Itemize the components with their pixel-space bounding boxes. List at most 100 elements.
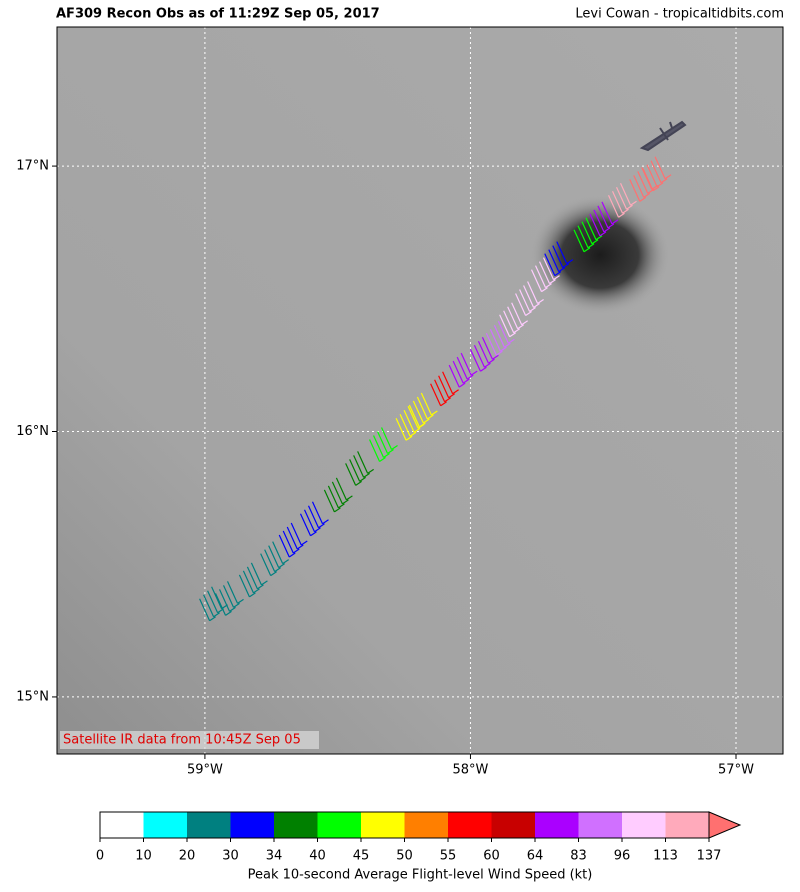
barb-stroke: [619, 183, 637, 206]
barb-stroke: [357, 451, 374, 474]
wind-barb: [214, 581, 244, 616]
wind-barb: [260, 541, 290, 577]
barb-stroke: [548, 249, 566, 273]
barb-stroke: [523, 285, 540, 308]
barb-stroke: [345, 463, 362, 486]
wind-barb: [499, 302, 528, 338]
frame: [56, 26, 784, 755]
wind-barb: [238, 562, 268, 598]
barb-stroke: [408, 404, 426, 428]
colorbar-tick-label: 83: [570, 849, 587, 864]
barb-stroke: [573, 229, 591, 253]
x-tick-label: 58°W: [453, 763, 489, 778]
barb-stroke: [282, 530, 300, 554]
note: Satellite IR data from 10:45Z Sep 05: [63, 733, 301, 748]
colorbar-bin: [274, 812, 318, 838]
barb-stroke: [481, 336, 499, 360]
barb-stroke: [642, 168, 660, 192]
barb-stroke: [534, 265, 552, 289]
wind-barb: [323, 477, 353, 513]
barb-stroke: [395, 417, 413, 441]
aircraft-icon: [639, 120, 687, 152]
colorbar-bin: [317, 812, 361, 838]
barb-stroke: [585, 217, 603, 241]
colorbar-tick-label: 55: [440, 849, 457, 864]
wind-barb: [607, 183, 637, 218]
colorbar-tick-label: 50: [396, 849, 413, 864]
barb-stroke: [307, 505, 325, 529]
barb-stroke: [299, 513, 317, 537]
barb-stroke: [349, 459, 366, 482]
barb-stroke: [278, 534, 296, 558]
barb-stroke: [434, 379, 451, 403]
wind-barb: [469, 336, 499, 372]
wind-barb: [408, 392, 438, 428]
colorbar-bin: [404, 812, 448, 838]
colorbar-bin: [448, 812, 492, 838]
colorbar-tick-label: 0: [96, 849, 104, 864]
barb-stroke: [650, 160, 668, 184]
barb-stroke: [633, 175, 651, 198]
barb-stroke: [438, 375, 455, 399]
colorbar-bin: [622, 812, 666, 838]
colorbar-bin: [361, 812, 405, 838]
colorbar-bin: [665, 812, 709, 838]
colorbar-bin: [230, 812, 274, 838]
colorbar-tick-label: 34: [266, 849, 283, 864]
barb-stroke: [335, 477, 353, 501]
barb-stroke: [353, 455, 370, 478]
note-box: [60, 731, 319, 749]
colorbar-tick-label: 10: [135, 849, 152, 864]
barb-stroke: [452, 360, 470, 384]
barb-stroke: [199, 598, 216, 622]
barb-stroke: [489, 329, 507, 352]
barb-stroke: [577, 225, 595, 249]
barb-stroke: [507, 306, 524, 330]
title: AF309 Recon Obs as of 11:29Z Sep 05, 201…: [56, 7, 380, 22]
barb-stroke: [530, 269, 548, 293]
wind-barb: [448, 352, 478, 388]
barb-stroke: [646, 164, 664, 188]
barb-stroke: [448, 364, 466, 388]
wind-barb: [299, 501, 329, 537]
barb-stroke: [403, 409, 421, 433]
barb-stroke: [473, 344, 491, 368]
colorbar-tick-label: 30: [222, 849, 239, 864]
barb-stroke: [290, 522, 308, 546]
colorbar-tick-label: 45: [353, 849, 370, 864]
barb-stroke: [493, 325, 511, 348]
colorbar-label: Peak 10-second Average Flight-level Wind…: [248, 868, 593, 883]
barb-stroke: [238, 574, 256, 598]
wind-barb: [530, 257, 560, 293]
wind-barb: [278, 522, 308, 558]
barb-stroke: [477, 340, 495, 364]
barb-stroke: [222, 585, 240, 608]
barb-stroke: [323, 489, 341, 513]
wind-barb: [573, 217, 603, 253]
barb-stroke: [593, 209, 611, 233]
barb-stroke: [303, 509, 321, 533]
barb-stroke: [442, 371, 459, 395]
barb-stroke: [368, 439, 386, 462]
barb-stroke: [272, 541, 290, 565]
colorbar-bin: [143, 812, 187, 838]
barb-stroke: [485, 333, 503, 356]
colorbar-bin: [578, 812, 622, 838]
colorbar-tick-label: 64: [527, 849, 544, 864]
barb-stroke: [203, 594, 220, 618]
barb-stroke: [456, 356, 474, 380]
barb-stroke: [552, 245, 570, 269]
colorbar-tick-label: 96: [614, 849, 631, 864]
barb-stroke: [376, 431, 394, 454]
barb-stroke: [597, 205, 615, 229]
wind-barb: [515, 281, 544, 316]
barb-stroke: [260, 553, 278, 577]
barb-stroke: [380, 427, 398, 450]
barb-stroke: [242, 570, 260, 594]
barb-stroke: [544, 253, 562, 277]
colorbar-bin: [187, 812, 231, 838]
wind-barb: [368, 427, 398, 462]
barb-stroke: [581, 221, 599, 245]
barb-stroke: [511, 302, 528, 326]
y-tick-label: 16°N: [16, 424, 49, 439]
